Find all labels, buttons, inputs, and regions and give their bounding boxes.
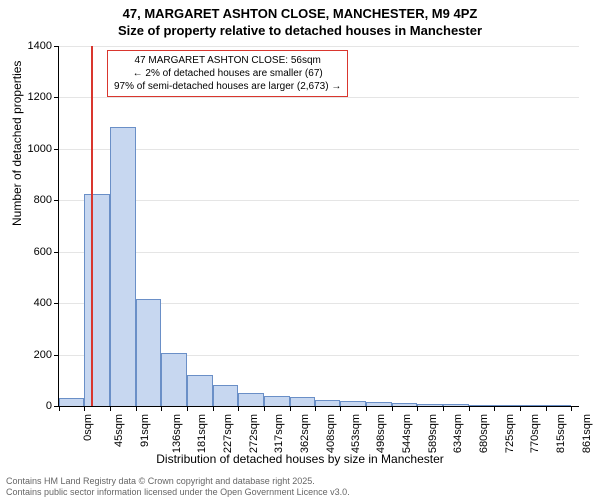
grid-line <box>59 252 579 253</box>
x-tick-mark <box>494 406 495 411</box>
x-tick-label: 272sqm <box>248 414 260 453</box>
x-tick-mark <box>417 406 418 411</box>
y-tick-mark <box>54 46 59 47</box>
histogram-bar <box>546 405 571 406</box>
x-tick-mark <box>136 406 137 411</box>
histogram-bar <box>290 397 315 406</box>
histogram-bar <box>520 405 546 406</box>
y-tick-mark <box>54 97 59 98</box>
y-tick-mark <box>54 149 59 150</box>
annotation-line: 47 MARGARET ASHTON CLOSE: 56sqm <box>114 54 341 67</box>
footer-line2: Contains public sector information licen… <box>6 487 350 498</box>
x-tick-label: 0sqm <box>82 414 94 441</box>
x-tick-mark <box>238 406 239 411</box>
x-tick-label: 498sqm <box>376 414 388 453</box>
histogram-bar <box>469 405 494 406</box>
plot-region: 0sqm45sqm91sqm136sqm181sqm227sqm272sqm31… <box>58 46 579 407</box>
chart-title-line2: Size of property relative to detached ho… <box>0 21 600 38</box>
x-tick-mark <box>110 406 111 411</box>
x-tick-label: 91sqm <box>139 414 151 447</box>
grid-line <box>59 200 579 201</box>
chart-container: 47, MARGARET ASHTON CLOSE, MANCHESTER, M… <box>0 0 600 500</box>
x-tick-mark <box>187 406 188 411</box>
x-tick-label: 136sqm <box>171 414 183 453</box>
histogram-bar <box>392 403 417 406</box>
x-tick-mark <box>520 406 521 411</box>
histogram-bar <box>110 127 135 406</box>
chart-area: 0sqm45sqm91sqm136sqm181sqm227sqm272sqm31… <box>58 46 578 406</box>
y-tick-label: 400 <box>12 297 52 309</box>
grid-line <box>59 46 579 47</box>
histogram-bar <box>494 405 519 406</box>
x-tick-mark <box>366 406 367 411</box>
x-tick-label: 227sqm <box>222 414 234 453</box>
histogram-bar <box>187 375 212 406</box>
x-tick-mark <box>84 406 85 411</box>
x-tick-mark <box>340 406 341 411</box>
x-tick-label: 815sqm <box>555 414 567 453</box>
histogram-bar <box>443 404 468 406</box>
x-tick-mark <box>161 406 162 411</box>
histogram-bar <box>264 396 290 406</box>
x-tick-mark <box>469 406 470 411</box>
x-axis-label: Distribution of detached houses by size … <box>0 452 600 466</box>
x-tick-mark <box>571 406 572 411</box>
x-tick-mark <box>290 406 291 411</box>
x-tick-label: 362sqm <box>299 414 311 453</box>
y-tick-label: 1000 <box>12 143 52 155</box>
histogram-bar <box>238 393 263 406</box>
grid-line <box>59 149 579 150</box>
histogram-bar <box>417 404 443 406</box>
histogram-bar <box>315 400 340 406</box>
y-tick-mark <box>54 252 59 253</box>
y-tick-label: 1200 <box>12 91 52 103</box>
y-tick-mark <box>54 303 59 304</box>
y-tick-label: 600 <box>12 246 52 258</box>
x-tick-mark <box>315 406 316 411</box>
x-tick-label: 861sqm <box>581 414 593 453</box>
x-tick-label: 770sqm <box>529 414 541 453</box>
y-tick-mark <box>54 355 59 356</box>
x-tick-label: 544sqm <box>402 414 414 453</box>
histogram-bar <box>161 353 187 406</box>
chart-title-line1: 47, MARGARET ASHTON CLOSE, MANCHESTER, M… <box>0 0 600 21</box>
footer-attribution: Contains HM Land Registry data © Crown c… <box>6 476 350 498</box>
x-tick-mark <box>443 406 444 411</box>
histogram-bar <box>59 398 84 406</box>
x-tick-label: 634sqm <box>452 414 464 453</box>
x-tick-mark <box>546 406 547 411</box>
y-tick-label: 800 <box>12 194 52 206</box>
x-tick-mark <box>392 406 393 411</box>
annotation-box: 47 MARGARET ASHTON CLOSE: 56sqm← 2% of d… <box>107 50 348 97</box>
x-tick-label: 589sqm <box>427 414 439 453</box>
x-tick-mark <box>213 406 214 411</box>
x-tick-label: 725sqm <box>504 414 516 453</box>
x-tick-label: 680sqm <box>478 414 490 453</box>
annotation-line: 97% of semi-detached houses are larger (… <box>114 80 341 93</box>
x-tick-label: 45sqm <box>113 414 125 447</box>
x-tick-label: 453sqm <box>350 414 362 453</box>
y-tick-mark <box>54 200 59 201</box>
histogram-bar <box>213 385 238 406</box>
y-tick-label: 200 <box>12 349 52 361</box>
y-tick-label: 0 <box>12 400 52 412</box>
x-tick-label: 317sqm <box>273 414 285 453</box>
histogram-bar <box>340 401 366 406</box>
histogram-bar <box>136 299 161 406</box>
histogram-bar <box>84 194 110 406</box>
x-tick-mark <box>59 406 60 411</box>
reference-line <box>91 46 93 406</box>
annotation-line: ← 2% of detached houses are smaller (67) <box>114 67 341 80</box>
histogram-bar <box>366 402 391 406</box>
footer-line1: Contains HM Land Registry data © Crown c… <box>6 476 350 487</box>
grid-line <box>59 97 579 98</box>
y-tick-label: 1400 <box>12 40 52 52</box>
x-tick-mark <box>264 406 265 411</box>
x-tick-label: 181sqm <box>196 414 208 453</box>
x-tick-label: 408sqm <box>325 414 337 453</box>
